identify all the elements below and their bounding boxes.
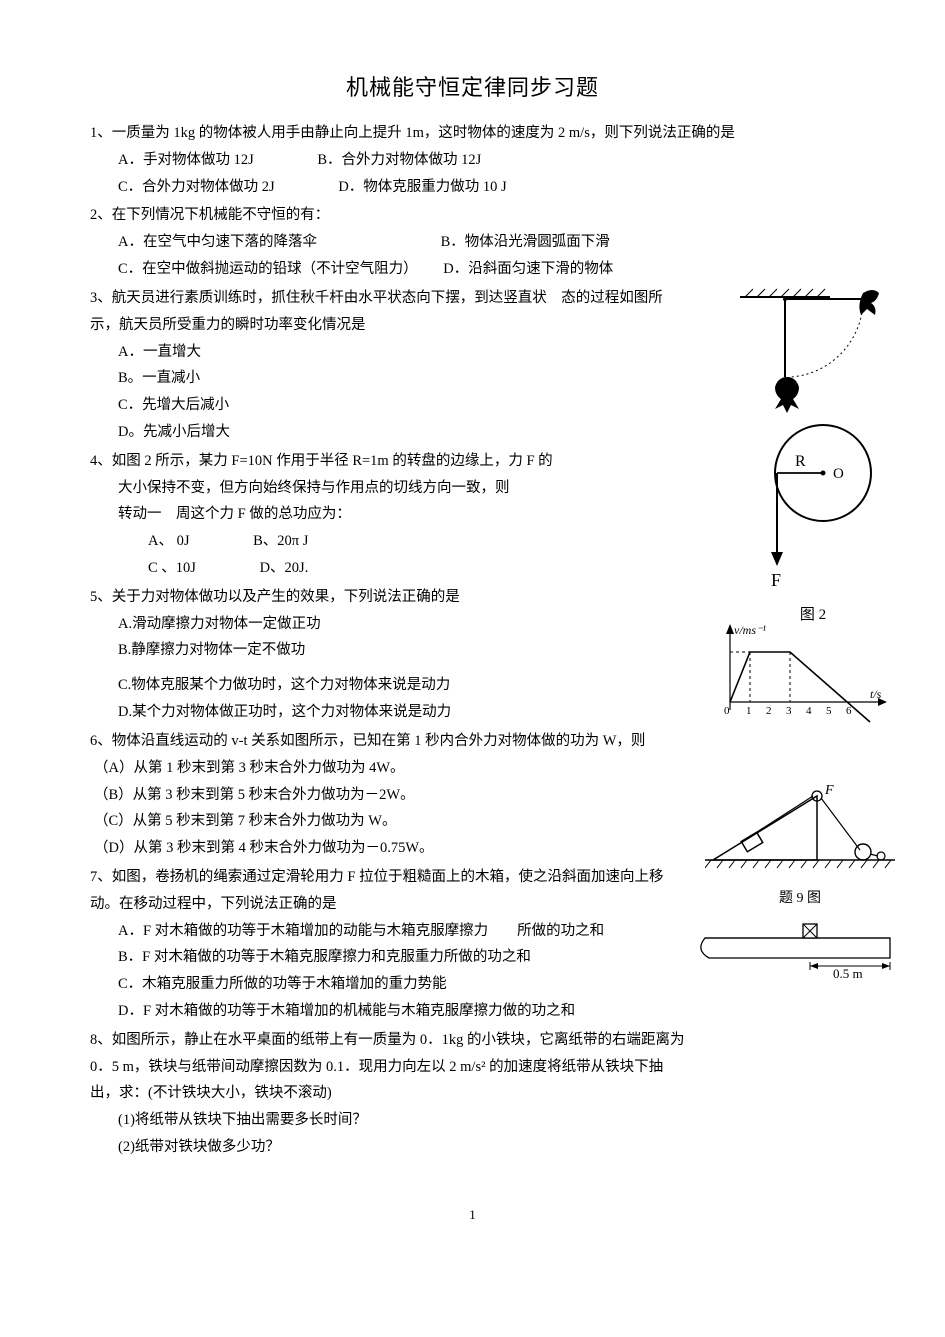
q1-opt-b: B．合外力对物体做功 12J [317, 152, 481, 168]
q3-opt-b: B。一直减小 [118, 365, 685, 392]
q2-opt-d: D．沿斜面匀速下滑的物体 [443, 261, 613, 277]
q8-part2: (2)纸带对铁块做多少功？ [90, 1134, 855, 1161]
q8-stem: 8、如图所示，静止在水平桌面的纸带上有一质量为 0．1kg 的小铁块，它离纸带的… [90, 1027, 855, 1107]
q8-part1: (1)将纸带从铁块下抽出需要多长时间？ [90, 1107, 855, 1134]
q6-stem: 6、物体沿直线运动的 v-t 关系如图所示，已知在第 1 秒内合外力对物体做的功… [90, 728, 685, 755]
q7-opt-d: D．F 对木箱做的功等于木箱增加的机械能与木箱克服摩擦力做的功之和 [118, 998, 855, 1025]
vt-ylabel: v/ms⁻¹ [734, 623, 766, 637]
q3-opt-d: D。先减小后增大 [118, 419, 685, 446]
question-2: 2、在下列情况下机械能不守恒的有： A．在空气中匀速下落的降落伞 B．物体沿光滑… [90, 202, 855, 282]
disk-label-O: O [833, 466, 844, 482]
svg-text:4: 4 [806, 705, 812, 717]
figure-pendulum [735, 285, 885, 415]
q4-opt-d: D、20J. [260, 560, 309, 576]
svg-text:3: 3 [786, 705, 792, 717]
figure-incline: F 题 9 图 [705, 782, 895, 887]
incline-caption: 题 9 图 [705, 887, 895, 907]
q1-stem: 1、一质量为 1kg 的物体被人用手由静止向上提升 1m，这时物体的速度为 2 … [90, 120, 855, 147]
q4-opt-b: B、20π J [253, 533, 308, 549]
q4-stem1: 4、如图 2 所示，某力 F=10N 作用于半径 R=1m 的转盘的边缘上，力 … [90, 448, 685, 475]
question-8: 8、如图所示，静止在水平桌面的纸带上有一质量为 0．1kg 的小铁块，它离纸带的… [90, 1027, 855, 1161]
q5-stem: 5、关于力对物体做功以及产生的效果，下列说法正确的是 [90, 584, 685, 611]
q2-opt-c: C．在空中做斜抛运动的铅球（不计空气阻力） [118, 261, 418, 277]
page-number: 1 [0, 1207, 945, 1223]
q5-opt-b: B.静摩擦力对物体一定不做功 [118, 637, 685, 664]
q6-opt-a: （A）从第 1 秒末到第 3 秒末合外力做功为 4W。 [94, 755, 685, 782]
svg-text:2: 2 [766, 705, 772, 717]
q3-opt-c: C．先增大后减小 [118, 392, 685, 419]
figure-vt-chart: 0 1 2 3 4 5 6 v/ms⁻¹ t/s [712, 622, 887, 742]
q2-opt-a: A．在空气中匀速下落的降落伞 [118, 234, 317, 250]
disk-caption: 图 2 [743, 603, 883, 624]
disk-label-R: R [795, 453, 806, 470]
vt-xlabel: t/s [870, 687, 882, 701]
q1-opt-d: D．物体克服重力做功 10 J [338, 179, 506, 195]
q4-stem3: 转动一 周这个力 F 做的总功应为： [90, 501, 685, 528]
q3-opt-a: A．一直增大 [118, 339, 685, 366]
page-title: 机械能守恒定律同步习题 [90, 70, 855, 102]
figure-tape: 0.5 m [695, 908, 895, 978]
figure-disk: R O F 图 2 [743, 418, 883, 603]
q6-opt-d: （D）从第 3 秒末到第 4 秒末合外力做功为－0.75W。 [94, 835, 685, 862]
q4-stem2: 大小保持不变，但方向始终保持与作用点的切线方向一致，则 [90, 475, 685, 502]
q5-opt-a: A.滑动摩擦力对物体一定做正功 [118, 611, 685, 638]
q5-opt-c: C.物体克服某个力做功时，这个力对物体来说是动力 [118, 672, 685, 699]
tape-length: 0.5 m [833, 966, 863, 978]
q6-opt-c: （C）从第 5 秒末到第 7 秒末合外力做功为 W。 [94, 808, 685, 835]
svg-text:5: 5 [826, 705, 832, 717]
q2-opt-b: B．物体沿光滑圆弧面下滑 [441, 234, 610, 250]
svg-text:0: 0 [724, 705, 730, 717]
incline-label-F: F [824, 783, 834, 798]
svg-text:1: 1 [746, 705, 752, 717]
q1-opt-c: C．合外力对物体做功 2J [118, 179, 275, 195]
q4-opt-a: A、 0J [148, 533, 190, 549]
q1-opt-a: A．手对物体做功 12J [118, 152, 254, 168]
question-1: 1、一质量为 1kg 的物体被人用手由静止向上提升 1m，这时物体的速度为 2 … [90, 120, 855, 200]
svg-text:6: 6 [846, 705, 852, 717]
q3-stem: 3、航天员进行素质训练时，抓住秋千杆由水平状态向下摆，到达竖直状 态的过程如图所… [90, 285, 685, 339]
page: 机械能守恒定律同步习题 1、一质量为 1kg 的物体被人用手由静止向上提升 1m… [0, 0, 945, 1203]
q5-opt-d: D.某个力对物体做正功时，这个力对物体来说是动力 [118, 699, 685, 726]
q2-stem: 2、在下列情况下机械能不守恒的有： [90, 202, 855, 229]
disk-label-F: F [771, 570, 781, 590]
q4-opt-c: C 、10J [148, 560, 196, 576]
question-4: 4、如图 2 所示，某力 F=10N 作用于半径 R=1m 的转盘的边缘上，力 … [90, 448, 855, 582]
q6-opt-b: （B）从第 3 秒末到第 5 秒末合外力做功为－2W。 [94, 782, 685, 809]
